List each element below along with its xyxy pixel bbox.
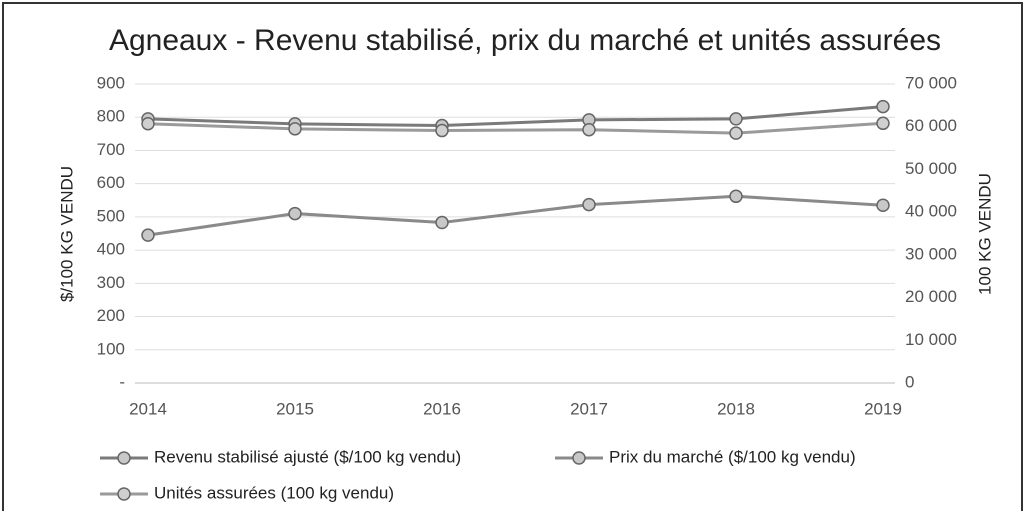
y2-tick-label: 60 000: [905, 116, 957, 135]
series-marker: [876, 116, 890, 131]
y-tick-label: 300: [97, 273, 125, 292]
series-marker: [582, 122, 596, 137]
y2-tick-label: 10 000: [905, 330, 957, 349]
y2-tick-label: 70 000: [905, 73, 957, 92]
y-tick-label: 100: [97, 339, 125, 358]
y-tick-label: 200: [97, 306, 125, 325]
y2-tick-label: 40 000: [905, 202, 957, 221]
series-line: [147, 105, 884, 128]
chart-title: Agneaux - Revenu stabilisé, prix du marc…: [109, 24, 941, 57]
y-tick-label: 800: [97, 107, 125, 126]
legend-label: Prix du marché ($/100 kg vendu): [609, 447, 856, 466]
series-line: [147, 121, 884, 135]
y-tick-label: 700: [97, 140, 125, 159]
series-line: [147, 194, 884, 237]
x-tick-label: 2015: [276, 399, 314, 418]
y-tick-label: 500: [97, 206, 125, 225]
y2-tick-label: 0: [905, 372, 914, 391]
series-marker: [876, 198, 890, 213]
series-marker: [435, 123, 449, 138]
series-marker: [288, 206, 302, 221]
series-marker: [876, 99, 890, 114]
series-marker: [729, 112, 743, 126]
y2-axis-title: 100 KG VENDU: [975, 173, 994, 295]
series-marker: [729, 126, 743, 140]
y-tick-label: -: [119, 372, 125, 391]
legend-label: Revenu stabilisé ajusté ($/100 kg vendu): [154, 447, 461, 466]
legend-marker: [572, 451, 586, 465]
series-marker: [141, 116, 155, 131]
x-tick-label: 2017: [570, 399, 608, 418]
legend-marker: [117, 451, 131, 465]
x-tick-label: 2018: [717, 399, 755, 418]
series-marker: [288, 122, 302, 136]
y2-tick-label: 30 000: [905, 244, 957, 263]
y2-tick-label: 50 000: [905, 159, 957, 178]
series-marker: [435, 215, 449, 230]
y2-tick-label: 20 000: [905, 287, 957, 306]
legend-marker: [117, 487, 131, 501]
y-tick-label: 900: [97, 73, 125, 92]
y-tick-label: 400: [97, 240, 125, 259]
y-tick-label: 600: [97, 173, 125, 192]
series-marker: [582, 197, 596, 212]
legend-label: Unités assurées (100 kg vendu): [154, 483, 394, 502]
x-tick-label: 2016: [423, 399, 461, 418]
x-tick-label: 2019: [864, 399, 902, 418]
x-tick-label: 2014: [129, 399, 167, 418]
series-marker: [729, 189, 743, 204]
y-axis-title: $/100 KG VENDU: [57, 166, 76, 302]
series-marker: [141, 228, 155, 242]
